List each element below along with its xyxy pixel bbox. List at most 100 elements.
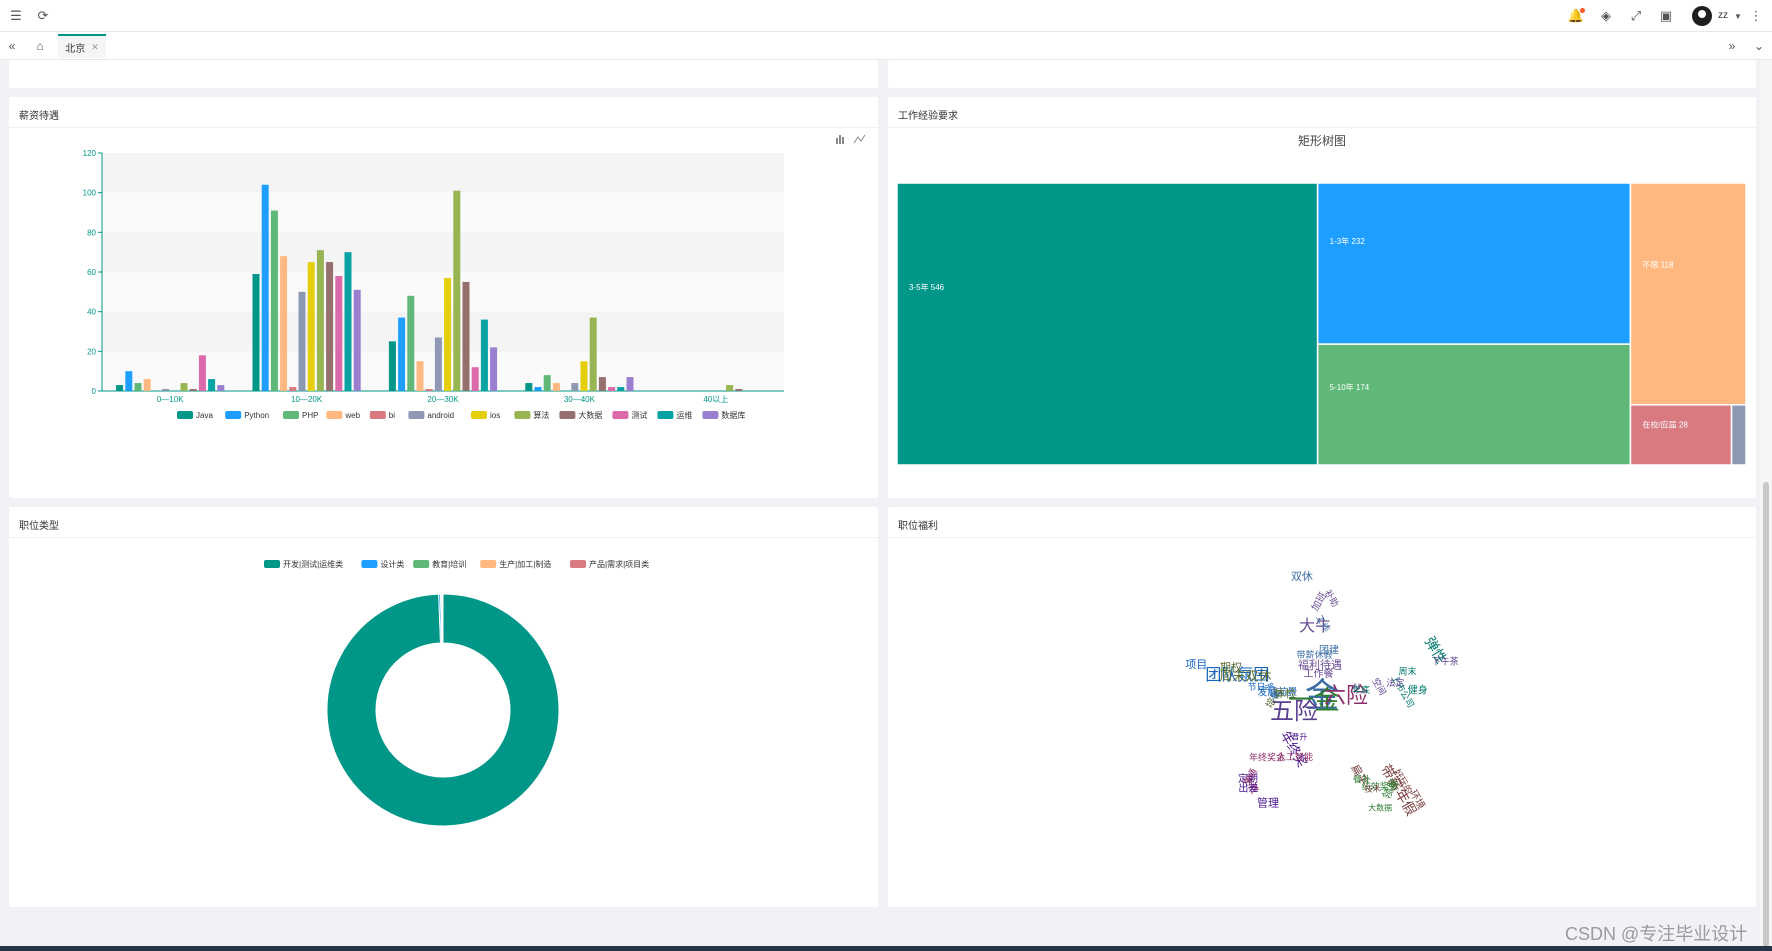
legend-label: bi	[389, 411, 395, 420]
legend-swatch	[480, 560, 497, 568]
refresh-icon[interactable]: ⟳	[37, 8, 49, 23]
tab-close-icon[interactable]: ✕	[91, 41, 99, 52]
word-cloud-word: 福利待遇	[1298, 658, 1342, 672]
tab-dropdown-icon[interactable]: ⌄	[1753, 39, 1765, 53]
x-tick-label: 20—30K	[427, 395, 459, 404]
chevron-down-icon[interactable]: ▼	[1734, 11, 1742, 21]
bar-算法	[589, 317, 597, 391]
x-tick-label: 0—10K	[157, 395, 184, 404]
bar-bi	[425, 389, 433, 391]
bar-算法	[316, 250, 324, 391]
lock-icon[interactable]: ▣	[1659, 8, 1673, 23]
legend-label: 教育|培训	[432, 559, 466, 569]
treemap-title: 矩形树图	[1298, 133, 1346, 148]
bar-大数据	[462, 281, 470, 391]
bottom-bar	[0, 946, 1772, 951]
word-cloud-word: 健身	[1408, 683, 1428, 696]
word-cloud-word: 项目	[1185, 658, 1207, 671]
bar-PHP	[134, 383, 142, 391]
bar-运维	[208, 379, 216, 391]
line-chart-icon[interactable]	[853, 134, 866, 144]
bar-Java	[116, 385, 124, 391]
legend-label: Java	[196, 411, 213, 420]
word-cloud-word: 一金	[1288, 685, 1340, 715]
legend-label: 生产|加工|制造	[499, 559, 551, 569]
word-cloud-word: 带薪休假	[1297, 649, 1333, 660]
legend-swatch	[702, 411, 719, 419]
divider	[9, 537, 878, 538]
bar-数据库	[490, 347, 498, 391]
legend-label: Python	[244, 411, 269, 420]
bar-算法	[453, 190, 461, 391]
x-tick-label: 10—20K	[291, 395, 323, 404]
word-cloud-word: 团建	[1319, 643, 1339, 656]
bar-android	[571, 383, 579, 391]
divider	[888, 127, 1756, 128]
x-tick-label: 40以上	[703, 395, 728, 404]
legend-label: 产品|需求|项目类	[589, 559, 649, 569]
y-tick-label: 40	[87, 308, 96, 317]
avatar[interactable]	[1692, 6, 1712, 26]
card-title: 工作经验要求	[898, 111, 958, 122]
bar-chart-icon[interactable]	[836, 135, 844, 144]
word-cloud-word: 期权	[1220, 661, 1242, 674]
tag-icon[interactable]: ◈	[1601, 8, 1611, 23]
experience-treemap: 矩形树图 3-5年 546 1-3年 232 5-10年 174 不限 118 在校/应…	[896, 133, 1747, 466]
username[interactable]: zz	[1718, 10, 1728, 21]
word-cloud-word: 法定	[1386, 677, 1404, 688]
notification-bell-icon[interactable]: 🔔	[1567, 8, 1585, 23]
word-cloud-word: 六险	[1324, 683, 1368, 708]
tab-bar: « ⌂ 北京 ✕ » ⌄	[0, 32, 1772, 60]
bar-Java	[252, 273, 260, 391]
bar-Python	[125, 371, 133, 391]
tab-label: 北京	[65, 43, 86, 55]
more-vertical-icon[interactable]: ⋮	[1749, 8, 1763, 23]
bar-数据库	[353, 289, 361, 391]
legend-swatch	[612, 411, 629, 419]
legend-swatch	[361, 560, 378, 568]
word-cloud-word: 下午茶	[1432, 655, 1459, 666]
bar-PHP	[407, 295, 415, 391]
bar-测试	[198, 355, 206, 391]
bar-大数据	[735, 389, 743, 391]
welfare-word-cloud: 金五险一金六险团队氛围大牛弹性带薪年假年终奖周末双休双休下午茶绩效奖金年终奖金发…	[1185, 570, 1459, 818]
word-cloud-word: 技术	[1364, 784, 1380, 794]
scroll-left-icon[interactable]: «	[8, 39, 16, 53]
legend-swatch	[283, 411, 299, 419]
legend-label: 数据库	[721, 410, 745, 420]
grid-band	[102, 351, 784, 391]
scrollbar-thumb[interactable]	[1763, 482, 1769, 947]
legend-label: ios	[490, 411, 500, 420]
bar-web	[280, 256, 288, 391]
scroll-right-icon[interactable]: »	[1728, 39, 1736, 53]
menu-toggle-icon[interactable]: ☰	[10, 8, 22, 23]
treemap-label: 5-10年 174	[1330, 382, 1370, 392]
bar-web	[552, 383, 560, 391]
bar-PHP	[270, 210, 278, 391]
word-cloud-word: 发展前景	[1257, 685, 1297, 698]
treemap-label: 1-3年 232	[1330, 236, 1366, 246]
card-top-right	[888, 60, 1756, 88]
fullscreen-icon[interactable]: ⤢	[1630, 8, 1642, 23]
divider	[888, 537, 1756, 538]
word-cloud-word: 年终奖金	[1249, 752, 1285, 763]
legend-swatch	[326, 411, 343, 419]
treemap-cell	[1629, 182, 1747, 406]
legend-swatch	[570, 560, 586, 568]
word-cloud-word: 节日	[1248, 682, 1266, 692]
treemap-cell	[1316, 182, 1632, 345]
home-icon[interactable]: ⌂	[36, 39, 44, 53]
card-salary: 薪资待遇 0 20 40 60 80 100 120 0—10K 10—20K 20—30K 30—…	[9, 97, 878, 498]
grid-band	[102, 232, 784, 272]
y-tick-label: 20	[87, 347, 96, 356]
bar-Python	[534, 387, 542, 391]
legend-label: 设计类	[380, 559, 404, 569]
bar-测试	[335, 275, 343, 391]
notification-dot	[1580, 8, 1585, 13]
bar-大数据	[189, 389, 197, 391]
tab-beijing[interactable]: 北京 ✕	[58, 34, 106, 58]
word-cloud-word: 团队氛围	[1205, 666, 1269, 684]
y-tick-label: 60	[87, 268, 96, 277]
word-cloud-word: 周末	[1399, 665, 1417, 676]
